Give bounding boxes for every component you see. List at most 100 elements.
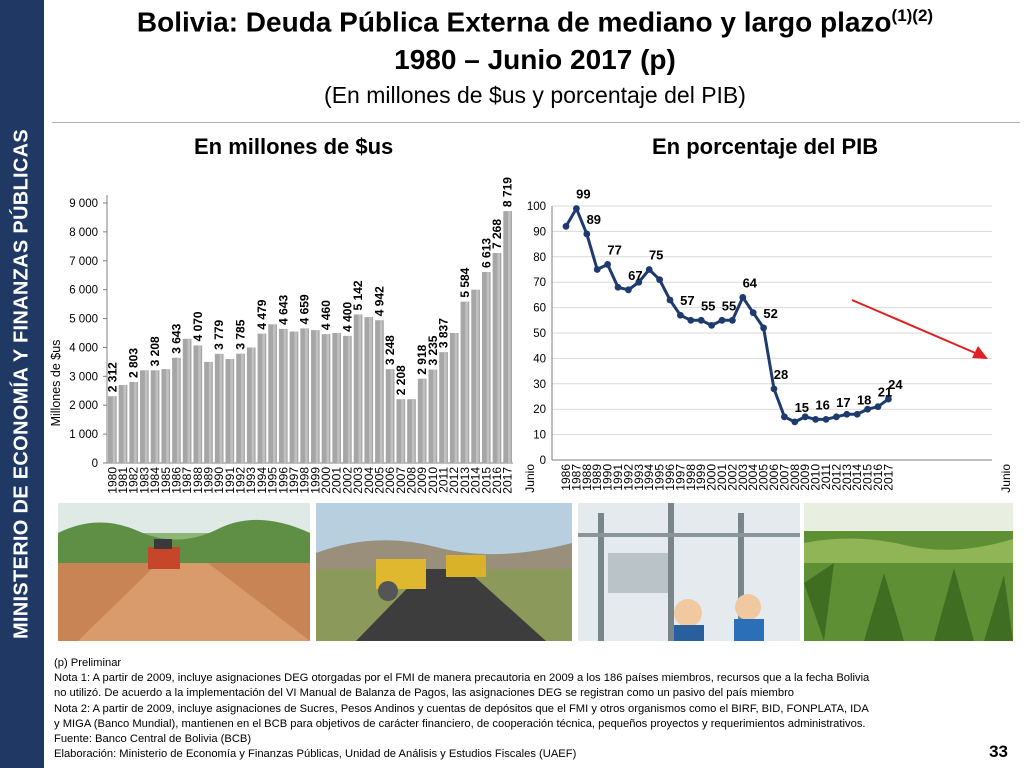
bar-1986 [172, 357, 181, 463]
main-title-text: Bolivia: Deuda Pública Externa de median… [136, 6, 892, 38]
source-note: Fuente: Banco Central de Bolivia (BCB) [54, 733, 252, 746]
bar-highlight-2012 [454, 333, 458, 463]
line-x-tick-label: 1992 [621, 464, 635, 491]
period-title: 1980 – Junio 2017 (p) [394, 44, 676, 75]
bar-highlight-1993 [251, 347, 255, 463]
bar-data-label: 4 643 [276, 295, 290, 325]
bar-highlight-1996 [283, 328, 287, 463]
line-end-junio-label: Junio [999, 464, 1013, 493]
trend-arrow-head [972, 346, 988, 359]
bar-highlight-2015 [486, 271, 490, 463]
bar-y-tick-label: 8 000 [69, 227, 98, 239]
bar-2008 [407, 399, 416, 463]
note-2-part-1: Nota 2: A partir de 2009, incluye asigna… [54, 702, 869, 715]
line-data-label: 55 [722, 298, 736, 313]
line-x-tick-label: 1989 [590, 464, 604, 491]
line-data-label: 24 [888, 377, 903, 392]
line-point-1997 [677, 311, 684, 319]
bar-x-tick-label: 2012 [447, 467, 461, 494]
bar-2001 [332, 333, 342, 463]
bar-x-tick-label: 1982 [127, 467, 141, 494]
bar-1994 [257, 333, 267, 463]
bar-highlight-2000 [326, 334, 330, 463]
bar-highlight-2014 [476, 289, 479, 463]
bar-data-label: 3 248 [383, 335, 397, 365]
bar-data-label: 4 400 [340, 302, 354, 332]
bar-highlight-1995 [273, 324, 276, 463]
bar-x-tick-label: 1981 [116, 467, 130, 494]
bar-y-tick-label: 4 000 [69, 342, 98, 354]
bar-x-tick-label: 2007 [394, 467, 408, 494]
line-point-1999 [697, 316, 705, 324]
bar-2010 [428, 369, 438, 463]
bar-data-label: 5 142 [351, 280, 365, 310]
bar-1997 [289, 331, 299, 463]
line-y-tick-label: 70 [533, 277, 546, 289]
bar-highlight-2007 [401, 399, 404, 463]
line-point-2014 [853, 410, 861, 418]
bar-x-tick-label: 1998 [298, 467, 312, 494]
bar-data-label: 3 208 [148, 336, 162, 366]
bar-data-label: 4 942 [372, 286, 386, 316]
bar-x-tick-label: 1995 [266, 467, 280, 494]
bar-highlight-1990 [219, 353, 223, 463]
bar-data-label: 5 584 [458, 267, 472, 297]
road-construction-photo [58, 503, 310, 641]
bar-y-tick-label: 2 000 [69, 400, 98, 412]
bar-highlight-2008 [411, 399, 415, 463]
line-x-tick-label: 2006 [767, 464, 781, 491]
bar-1992 [236, 353, 245, 463]
line-x-tick-label: 1991 [611, 464, 625, 491]
bar-highlight-1999 [315, 330, 319, 463]
bar-highlight-2006 [390, 369, 394, 463]
line-x-tick-label: 1995 [653, 464, 667, 491]
bar-2009 [417, 378, 427, 463]
line-y-tick-label: 90 [533, 226, 546, 238]
line-point-2012 [833, 413, 840, 421]
bar-x-tick-label: 1993 [244, 467, 258, 494]
line-y-tick-label: 10 [533, 430, 546, 442]
line-data-label: 52 [763, 306, 777, 321]
bar-2002 [343, 335, 352, 463]
bar-highlight-2011 [443, 352, 447, 463]
line-point-2010 [812, 415, 819, 423]
line-x-tick-label: 2005 [757, 464, 771, 491]
bar-x-tick-label: 1992 [234, 467, 248, 494]
line-point-1992 [625, 286, 632, 294]
bar-x-tick-label: 1988 [191, 467, 205, 494]
line-data-label: 57 [680, 293, 694, 308]
bar-x-tick-label: 1996 [276, 467, 290, 494]
bar-1983 [140, 370, 149, 463]
bar-1995 [268, 324, 277, 463]
line-y-tick-label: 40 [533, 353, 546, 365]
bar-data-label: 4 070 [191, 311, 205, 341]
bar-y-tick-label: 1 000 [69, 429, 98, 441]
line-point-2006 [770, 385, 778, 393]
bar-2015 [481, 271, 491, 463]
line-x-tick-label: 1997 [673, 464, 687, 491]
line-point-2004 [749, 309, 757, 317]
bar-x-tick-label: 1986 [169, 467, 183, 494]
line-x-tick-label: 1990 [601, 464, 615, 491]
line-point-1988 [583, 230, 591, 238]
bar-highlight-1998 [305, 328, 308, 463]
line-point-2001 [718, 316, 726, 324]
bar-y-tick-label: 3 000 [69, 371, 98, 383]
bar-1996 [278, 328, 288, 463]
electrical-substation-photo [578, 503, 800, 641]
bar-x-tick-label: 2017 [501, 467, 515, 494]
bar-x-tick-label: 2004 [362, 467, 376, 494]
line-x-tick-label: 2017 [881, 464, 895, 491]
line-y-tick-label: 100 [527, 201, 546, 213]
bar-x-tick-label: 1994 [255, 467, 269, 494]
bar-highlight-1994 [262, 333, 265, 463]
line-x-tick-label: 2015 [861, 464, 875, 491]
footnotes: (p) Preliminar Nota 1: A partir de 2009,… [54, 656, 994, 762]
bar-data-label: 3 779 [212, 319, 226, 349]
line-x-tick-label: 2013 [840, 464, 854, 491]
line-x-tick-label: 2004 [746, 464, 760, 491]
line-x-tick-label: 2012 [829, 464, 843, 491]
bar-2006 [385, 369, 395, 463]
line-x-tick-label: 2008 [788, 464, 802, 491]
bar-x-tick-label: 2014 [469, 467, 483, 494]
